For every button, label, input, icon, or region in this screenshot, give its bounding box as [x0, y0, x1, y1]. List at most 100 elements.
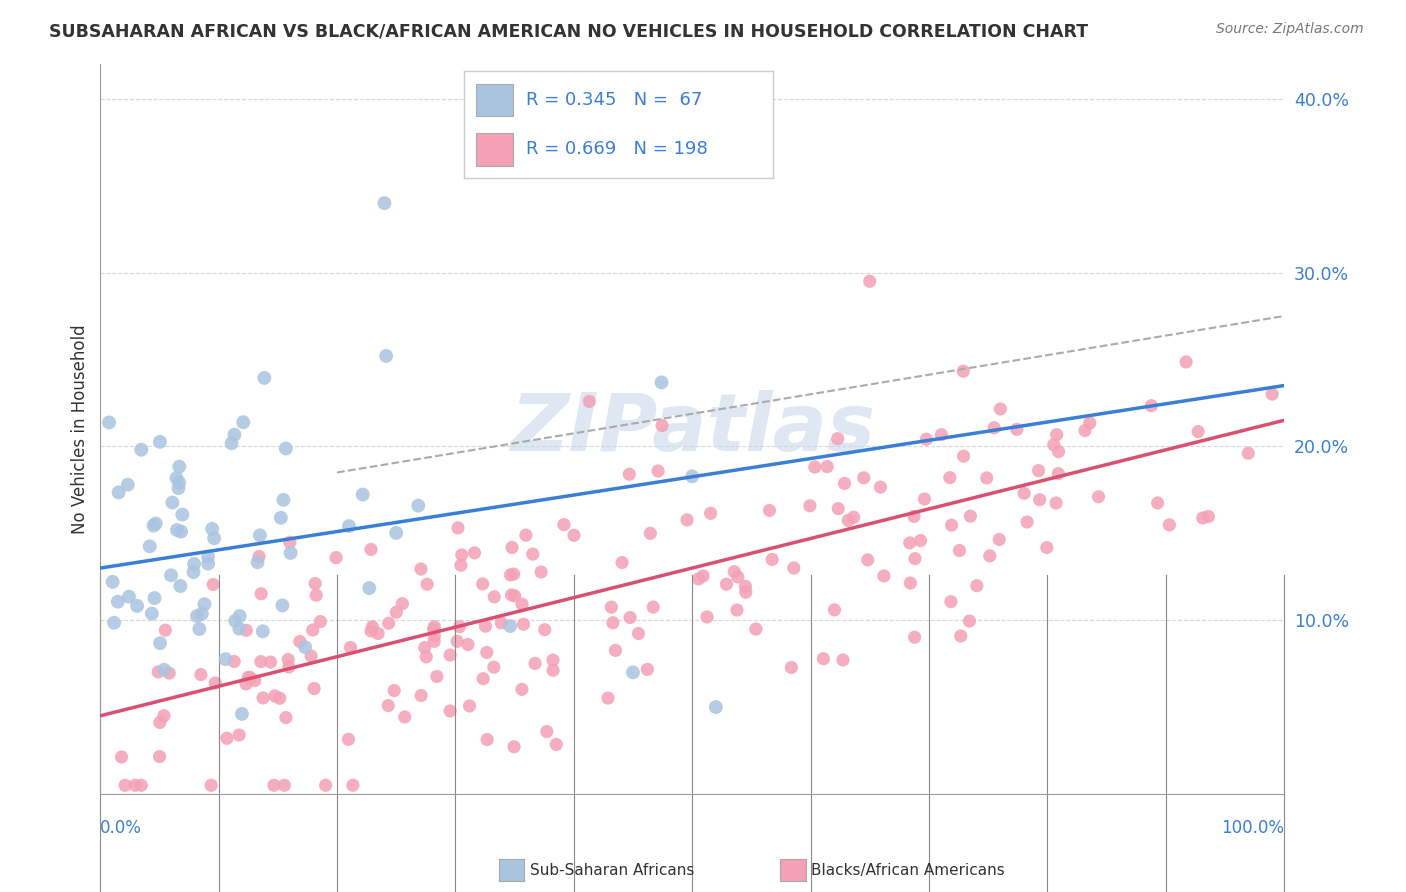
Point: [352, 487, 374, 501]
Point: [252, 690, 274, 705]
Point: [149, 434, 172, 449]
Point: [274, 442, 297, 456]
Point: [696, 610, 718, 624]
Point: [852, 471, 875, 485]
Point: [149, 715, 172, 730]
Text: 0.0%: 0.0%: [100, 819, 142, 837]
Point: [157, 666, 180, 681]
Point: [949, 629, 972, 643]
Text: R = 0.345   N =  67: R = 0.345 N = 67: [526, 91, 702, 109]
Point: [1140, 399, 1163, 413]
Point: [1045, 496, 1067, 510]
Point: [439, 704, 461, 718]
Point: [941, 518, 963, 533]
Point: [842, 510, 865, 524]
Point: [640, 526, 662, 541]
Point: [423, 620, 446, 634]
Point: [153, 708, 176, 723]
Point: [699, 506, 721, 520]
Point: [361, 620, 384, 634]
Point: [503, 739, 526, 754]
Point: [142, 518, 165, 533]
Point: [278, 535, 301, 549]
Point: [912, 491, 935, 506]
Point: [186, 609, 208, 624]
Point: [301, 623, 323, 637]
Point: [904, 551, 927, 566]
Point: [1191, 511, 1213, 525]
Point: [277, 660, 299, 674]
Point: [823, 603, 845, 617]
Point: [409, 562, 432, 576]
Point: [201, 522, 224, 536]
Point: [299, 649, 322, 664]
Point: [149, 636, 172, 650]
Point: [491, 615, 513, 630]
Point: [360, 624, 382, 638]
Point: [510, 597, 533, 611]
Point: [232, 415, 254, 429]
Point: [837, 513, 859, 527]
Point: [382, 683, 405, 698]
Point: [834, 476, 856, 491]
Point: [197, 557, 219, 571]
Point: [243, 673, 266, 688]
Point: [688, 572, 710, 586]
Point: [783, 561, 806, 575]
Point: [979, 549, 1001, 563]
Point: [155, 623, 177, 637]
Point: [449, 620, 471, 634]
Point: [1074, 424, 1097, 438]
Point: [727, 570, 749, 584]
Point: [153, 663, 176, 677]
Point: [247, 549, 270, 564]
Point: [110, 750, 132, 764]
Point: [931, 427, 953, 442]
Point: [827, 501, 849, 516]
Point: [600, 600, 623, 615]
Point: [446, 634, 468, 648]
Point: [976, 471, 998, 485]
FancyBboxPatch shape: [477, 134, 513, 166]
Point: [1237, 446, 1260, 460]
Point: [813, 651, 835, 665]
Point: [215, 731, 238, 746]
Point: [636, 662, 658, 676]
Point: [204, 676, 226, 690]
Point: [903, 509, 925, 524]
Point: [191, 607, 214, 621]
Point: [271, 599, 294, 613]
Point: [224, 614, 246, 628]
Point: [474, 619, 496, 633]
Point: [167, 481, 190, 495]
Point: [704, 700, 727, 714]
Point: [117, 477, 139, 491]
Point: [169, 579, 191, 593]
Point: [228, 609, 250, 624]
Point: [472, 672, 495, 686]
Point: [315, 778, 337, 792]
Point: [502, 567, 524, 582]
Point: [141, 607, 163, 621]
Point: [263, 689, 285, 703]
Point: [621, 665, 644, 680]
Point: [602, 615, 624, 630]
Point: [959, 509, 981, 524]
Point: [263, 778, 285, 792]
Point: [475, 645, 498, 659]
Point: [780, 660, 803, 674]
Point: [676, 513, 699, 527]
Point: [98, 416, 121, 430]
Point: [273, 492, 295, 507]
Point: [1087, 490, 1109, 504]
Point: [394, 710, 416, 724]
Point: [447, 521, 470, 535]
Point: [228, 622, 250, 636]
Point: [501, 588, 523, 602]
Point: [377, 616, 399, 631]
Point: [1187, 425, 1209, 439]
Text: Sub-Saharan Africans: Sub-Saharan Africans: [530, 863, 695, 878]
Point: [515, 528, 537, 542]
Point: [246, 555, 269, 569]
Point: [484, 590, 506, 604]
